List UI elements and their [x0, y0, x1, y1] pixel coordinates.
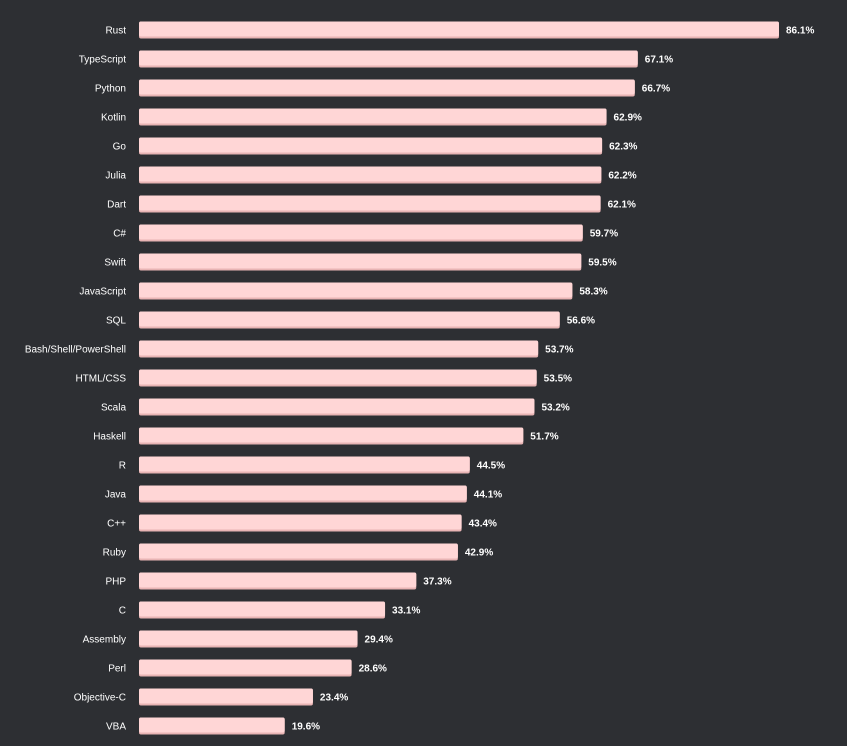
- value-label: 58.3%: [579, 287, 607, 298]
- category-label: Bash/Shell/PowerShell: [25, 345, 126, 356]
- bar: [139, 485, 467, 501]
- bar: [139, 456, 470, 472]
- category-label: Python: [95, 84, 126, 95]
- value-label: 44.5%: [477, 461, 505, 472]
- bar: [139, 543, 458, 559]
- bar: [139, 21, 779, 37]
- category-label: Scala: [101, 403, 126, 414]
- category-label: Objective-C: [74, 693, 126, 704]
- category-label: Ruby: [103, 548, 126, 559]
- bar: [139, 311, 560, 327]
- bar: [139, 427, 524, 443]
- bar: [139, 601, 386, 617]
- category-label: PHP: [105, 577, 126, 588]
- value-label: 51.7%: [530, 432, 558, 443]
- value-label: 28.6%: [359, 664, 387, 675]
- category-label: C: [119, 606, 126, 617]
- value-label: 43.4%: [469, 519, 497, 530]
- bar: [139, 224, 583, 240]
- value-label: 42.9%: [465, 548, 493, 559]
- value-label: 62.9%: [614, 113, 642, 124]
- category-label: Haskell: [93, 432, 126, 443]
- category-label: Assembly: [83, 635, 126, 646]
- bar: [139, 166, 602, 182]
- bar: [139, 50, 638, 66]
- value-label: 59.5%: [588, 258, 616, 269]
- bar: [139, 253, 582, 269]
- category-label: SQL: [106, 316, 126, 327]
- bar: [139, 369, 537, 385]
- bar: [139, 282, 573, 298]
- value-label: 86.1%: [786, 26, 814, 37]
- category-label: VBA: [106, 722, 126, 733]
- value-label: 44.1%: [474, 490, 502, 501]
- category-label: Swift: [104, 258, 126, 269]
- bar: [139, 630, 358, 646]
- category-label: JavaScript: [79, 287, 126, 298]
- category-label: Julia: [105, 171, 126, 182]
- category-label: HTML/CSS: [75, 374, 126, 385]
- bars-group: Rust 86.1% TypeScript 67.1% Python 66.7% Kotli…: [25, 21, 814, 735]
- value-label: 33.1%: [392, 606, 420, 617]
- category-label: C#: [113, 229, 126, 240]
- category-label: TypeScript: [79, 55, 126, 66]
- value-label: 23.4%: [320, 693, 348, 704]
- value-label: 67.1%: [645, 55, 673, 66]
- bar: [139, 79, 635, 95]
- category-label: Dart: [107, 200, 126, 211]
- bar: [139, 340, 539, 356]
- category-label: Perl: [108, 664, 126, 675]
- bar: [139, 514, 462, 530]
- bar: [139, 195, 601, 211]
- value-label: 59.7%: [590, 229, 618, 240]
- value-label: 37.3%: [423, 577, 451, 588]
- bar: [139, 659, 352, 675]
- bar: [139, 398, 535, 414]
- category-label: Java: [105, 490, 127, 501]
- value-label: 53.5%: [544, 374, 572, 385]
- value-label: 66.7%: [642, 84, 670, 95]
- value-label: 62.2%: [608, 171, 636, 182]
- value-label: 62.1%: [608, 200, 636, 211]
- category-label: C++: [107, 519, 126, 530]
- bar: [139, 717, 285, 733]
- category-label: Kotlin: [101, 113, 126, 124]
- value-label: 29.4%: [365, 635, 393, 646]
- bar: [139, 137, 603, 153]
- value-label: 19.6%: [292, 722, 320, 733]
- value-label: 62.3%: [609, 142, 637, 153]
- bar: [139, 688, 313, 704]
- category-label: Rust: [105, 26, 126, 37]
- bar: [139, 572, 417, 588]
- value-label: 53.7%: [545, 345, 573, 356]
- value-label: 53.2%: [541, 403, 569, 414]
- bar: [139, 108, 607, 124]
- category-label: R: [119, 461, 126, 472]
- value-label: 56.6%: [567, 316, 595, 327]
- category-label: Go: [113, 142, 127, 153]
